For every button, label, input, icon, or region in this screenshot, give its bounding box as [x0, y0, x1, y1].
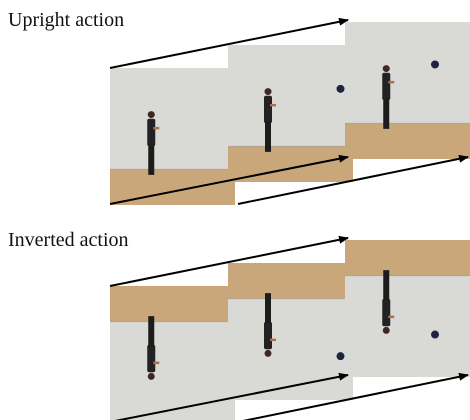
floor	[345, 123, 470, 159]
video-frame	[345, 240, 470, 377]
video-frame	[228, 263, 353, 400]
video-frame	[345, 22, 470, 159]
ball	[431, 60, 439, 69]
person-legs	[148, 316, 155, 347]
person-head	[264, 88, 272, 96]
floor	[228, 263, 353, 299]
person-body	[382, 72, 391, 101]
person-body	[382, 298, 391, 327]
person-body	[264, 95, 272, 124]
arrow	[237, 154, 469, 205]
video-frame	[228, 45, 353, 182]
arrow	[109, 17, 349, 69]
arrow	[114, 372, 349, 420]
floor	[345, 240, 470, 276]
person-arm	[388, 80, 395, 84]
person-arm	[388, 315, 395, 319]
arrow	[242, 372, 469, 420]
ball	[431, 330, 439, 339]
person-arm	[153, 361, 160, 365]
person-arm	[270, 338, 276, 342]
person-head	[382, 65, 390, 73]
person-legs	[383, 98, 390, 129]
person-body	[147, 118, 156, 147]
upright-label: Upright action	[8, 9, 124, 31]
floor	[110, 286, 235, 322]
person-head	[147, 372, 155, 380]
arrow	[109, 235, 349, 287]
person-legs	[148, 144, 155, 175]
person-arm	[153, 126, 160, 130]
person-head	[147, 111, 155, 119]
arrows	[109, 17, 469, 420]
person-arm	[270, 103, 276, 107]
video-frame	[110, 68, 235, 205]
ball	[336, 84, 345, 93]
person-legs	[265, 121, 271, 152]
person-legs	[265, 293, 271, 324]
person-head	[382, 326, 390, 334]
ball	[336, 352, 345, 361]
person-body	[147, 344, 156, 373]
person-legs	[383, 270, 390, 301]
video-frame	[110, 286, 235, 420]
frames	[110, 22, 470, 420]
person-head	[264, 349, 272, 357]
arrow	[109, 154, 349, 205]
inverted-label: Inverted action	[8, 229, 129, 251]
person-body	[264, 321, 272, 350]
